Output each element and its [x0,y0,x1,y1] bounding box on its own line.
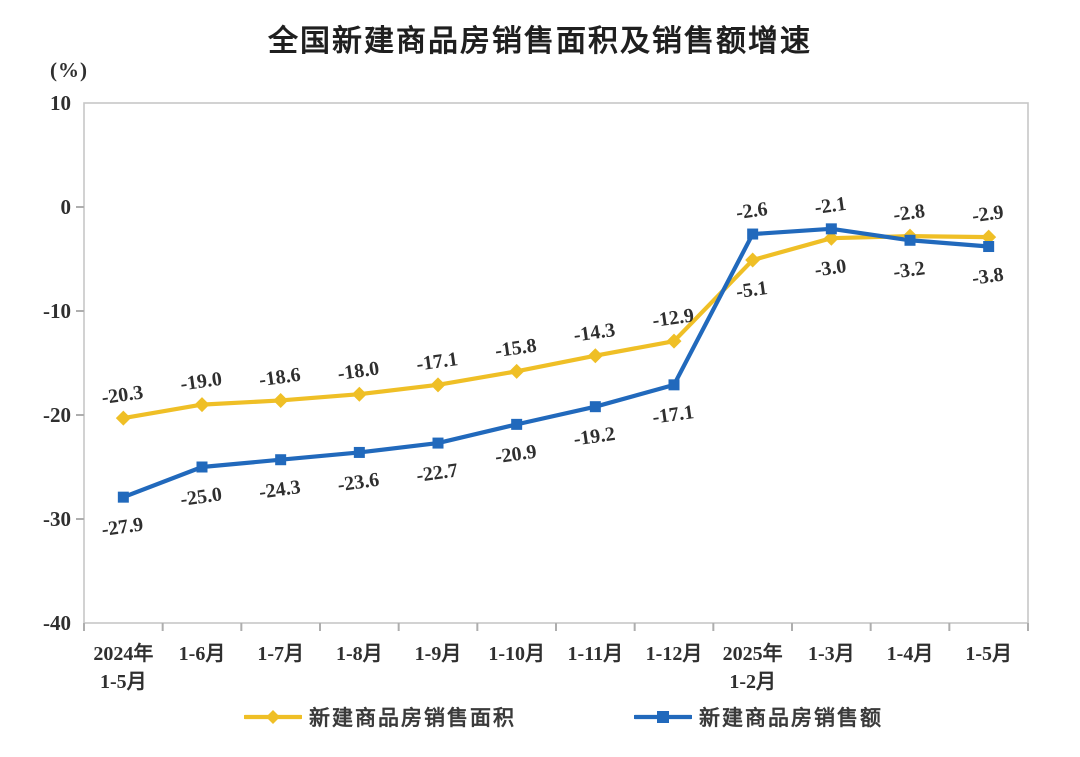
sales-amount-marker [747,228,759,240]
y-axis-unit-label: (%) [50,58,88,82]
legend-label-sales-amount: 新建商品房销售额 [699,706,883,730]
y-tick-label: -40 [43,611,71,635]
x-tick-label: 1-3月 [808,643,855,665]
data-label: -17.1 [415,348,459,376]
x-tick-label: 1-5月 [100,671,147,693]
sales-area-marker [194,397,210,413]
x-tick-label: 1-11月 [568,643,624,665]
sales-area-marker [430,377,446,393]
sales-amount-legend-marker [634,711,692,723]
sales-amount-marker [511,418,523,430]
x-tick-label: 2024年 [93,641,153,665]
legend-item-sales-area: 新建商品房销售面积 [244,703,516,731]
sales-area-marker [587,348,603,364]
data-label: -2.6 [735,198,769,224]
data-label: -14.3 [572,319,616,347]
data-label: -23.6 [336,469,380,497]
data-label: -19.2 [572,423,616,451]
sales-amount-marker [668,379,680,391]
data-label: -17.1 [651,401,695,429]
legend-label-sales-area: 新建商品房销售面积 [309,706,516,730]
sales-area-marker [666,333,682,349]
data-label: -15.8 [494,335,538,363]
sales-area-marker [351,386,367,402]
data-label: -20.3 [100,381,144,409]
sales-area-marker [981,229,997,245]
data-label: -2.9 [971,201,1005,227]
x-tick-label: 1-12月 [646,643,703,665]
x-tick-label: 1-8月 [336,643,383,665]
y-tick-label: -10 [43,299,71,323]
chart-title: 全国新建商品房销售面积及销售额增速 [268,25,812,58]
data-label: -3.8 [971,263,1005,289]
sales-area-line [121,234,991,421]
legend-item-sales-amount: 新建商品房销售额 [634,703,883,731]
x-tick-label: 1-9月 [415,643,462,665]
data-label: -27.9 [100,513,144,541]
sales-amount-line [121,226,991,500]
sales-area-legend-marker [244,710,302,724]
sales-area-marker [823,230,839,246]
y-tick-label: -30 [43,507,71,531]
x-tick-label: 1-4月 [887,643,934,665]
data-label: -2.8 [892,200,926,226]
sales-amount-marker [117,491,129,503]
x-tick-label: 1-2月 [729,671,776,693]
sales-amount-marker [983,241,995,253]
sales-area-marker [273,392,289,408]
sales-area-marker [509,363,525,379]
x-tick-label: 1-7月 [257,643,304,665]
sales-amount-marker [825,223,837,235]
data-label: -24.3 [258,476,302,504]
x-tick-label: 1-10月 [488,643,545,665]
data-label: -20.9 [494,441,538,469]
x-tick-label: 1-6月 [179,643,226,665]
data-label: -18.0 [336,357,380,385]
data-label: -19.0 [179,368,223,396]
x-tick-label: 2025年 [723,641,783,665]
sales-amount-marker [589,401,601,413]
data-label: -2.1 [813,193,847,219]
sales-amount-marker [196,461,208,473]
sales-amount-marker [353,446,365,458]
data-label: -22.7 [415,459,459,487]
data-label: -25.0 [179,483,223,511]
y-tick-label: 10 [50,91,71,115]
data-label: -3.0 [813,255,847,281]
x-tick-label: 1-5月 [965,643,1012,665]
sales-amount-marker [275,454,287,466]
sales-amount-marker [432,437,444,449]
y-tick-label: -20 [43,403,71,427]
legend-diamond-icon [266,710,280,724]
legend: 新建商品房销售面积 新建商品房销售额 [0,703,1080,737]
legend-square-icon [657,711,669,723]
sales-amount-marker [904,234,916,246]
data-label: -5.1 [735,277,769,303]
y-tick-label: 0 [61,195,72,219]
data-label: -3.2 [892,257,926,283]
sales-area-marker [745,252,761,268]
sales-area-marker [115,410,131,426]
data-label: -18.6 [258,364,302,392]
